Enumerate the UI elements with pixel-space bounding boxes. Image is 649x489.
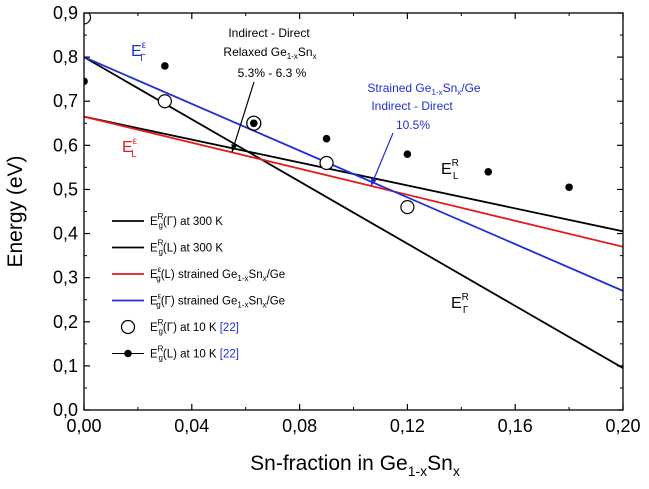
y-tick-label: 0,6 [53, 135, 78, 155]
legend-label: ER g(Γ) at 300 K [150, 212, 223, 230]
label-egamma-strained: Eε Γ [131, 40, 147, 64]
legend-entry-5: ER g(L) at 10 K [22] [112, 345, 239, 363]
filled-circle-point [565, 183, 573, 192]
y-tick-label: 0,1 [53, 356, 78, 376]
legend-entry-3: Eε g(Γ) strained Ge1-xSnx/Ge [112, 292, 285, 310]
series-line-2 [84, 115, 623, 248]
strained-annotation-line3: 10.5% [396, 118, 430, 132]
x-axis-title: Sn-fraction in Ge1-xSnx [250, 452, 460, 479]
legend-swatch-filled-circle [124, 349, 132, 358]
label-el-strained: Eε L [122, 136, 138, 160]
y-tick-label: 0,8 [53, 47, 78, 67]
open-circle-point [157, 94, 172, 109]
relaxed-arrow [231, 81, 255, 153]
relaxed-annotation-line1: Indirect - Direct [228, 26, 310, 40]
x-tick-label: 0,12 [390, 416, 425, 436]
filled-circle-point [403, 150, 412, 158]
strained-arrow-shaft [370, 132, 394, 187]
relaxed-annotation-line3: 5.3% - 6.3 % [238, 66, 307, 80]
legend-entry-1: ER g(L) at 300 K [112, 239, 223, 257]
x-tick-label: 0,04 [174, 416, 209, 436]
strained-annotation-line2: Indirect - Direct [371, 99, 453, 113]
y-axis-title: Energy (eV) [4, 155, 27, 267]
legend-label: ER g(L) at 300 K [150, 239, 223, 257]
y-tick-label: 0,4 [53, 224, 78, 244]
strained-arrow [370, 132, 394, 187]
highlight-ring [246, 115, 262, 131]
legend-label: ER g(Γ) at 10 K [22] [150, 318, 239, 336]
y-tick-label: 0,5 [53, 179, 78, 199]
filled-circle-point [161, 62, 169, 70]
x-tick-label: 0,08 [282, 416, 317, 436]
x-tick-label: 0,00 [66, 416, 101, 436]
relaxed-annotation-line2: Relaxed Ge1-xSnx [223, 45, 316, 61]
legend-entry-0: ER g(Γ) at 300 K [112, 212, 223, 230]
strained-arrow-head [371, 178, 377, 186]
filled-circle-point [484, 168, 493, 176]
legend: ER g(Γ) at 300 K ER g(L) at 300 K Eε g(L) str… [112, 212, 285, 363]
y-tick-label: 0,0 [53, 400, 78, 420]
y-tick-label: 0,2 [53, 312, 78, 332]
open-circle-point [84, 13, 92, 25]
filled-circle-point [322, 134, 331, 143]
label-el-relaxed: ER L [441, 158, 459, 182]
annotation-layer: Eε Γ Eε L ER L ER Γ Indirect - Direct Relaxed Ge1… [122, 26, 481, 316]
legend-swatch-open-circle [120, 319, 136, 335]
y-tick-label: 0,7 [53, 91, 78, 111]
legend-entry-2: Eε g(L) strained Ge1-xSnx/Ge [112, 265, 285, 283]
filled-circle-point [249, 119, 258, 128]
open-circle-point [319, 155, 334, 171]
legend-entry-4: ER g(Γ) at 10 K [22] [120, 318, 239, 336]
series-line-0 [84, 56, 623, 369]
open-circle-point [400, 199, 415, 215]
y-tick-label: 0,9 [53, 3, 78, 23]
legend-label: Eε g(L) strained Ge1-xSnx/Ge [150, 265, 285, 283]
y-tick-label: 0,3 [53, 268, 78, 288]
series-line-3 [84, 56, 623, 292]
axes: 0,00 0,04 0,08 0,12 0,16 0,20 0,0 0,1 0,2 0,3 0,4 0… [4, 3, 641, 479]
label-egamma-relaxed: ER Γ [451, 292, 469, 316]
strained-annotation-line1: Strained Ge1-xSnx/Ge [367, 81, 481, 97]
legend-label: Eε g(Γ) strained Ge1-xSnx/Ge [150, 292, 285, 310]
x-tick-label: 0,16 [498, 416, 533, 436]
plot-area [84, 13, 623, 369]
relaxed-arrow-shaft [231, 81, 255, 153]
x-tick-label: 0,20 [605, 416, 640, 436]
legend-label: ER g(L) at 10 K [22] [150, 345, 239, 363]
relaxed-arrow-head [231, 144, 238, 152]
